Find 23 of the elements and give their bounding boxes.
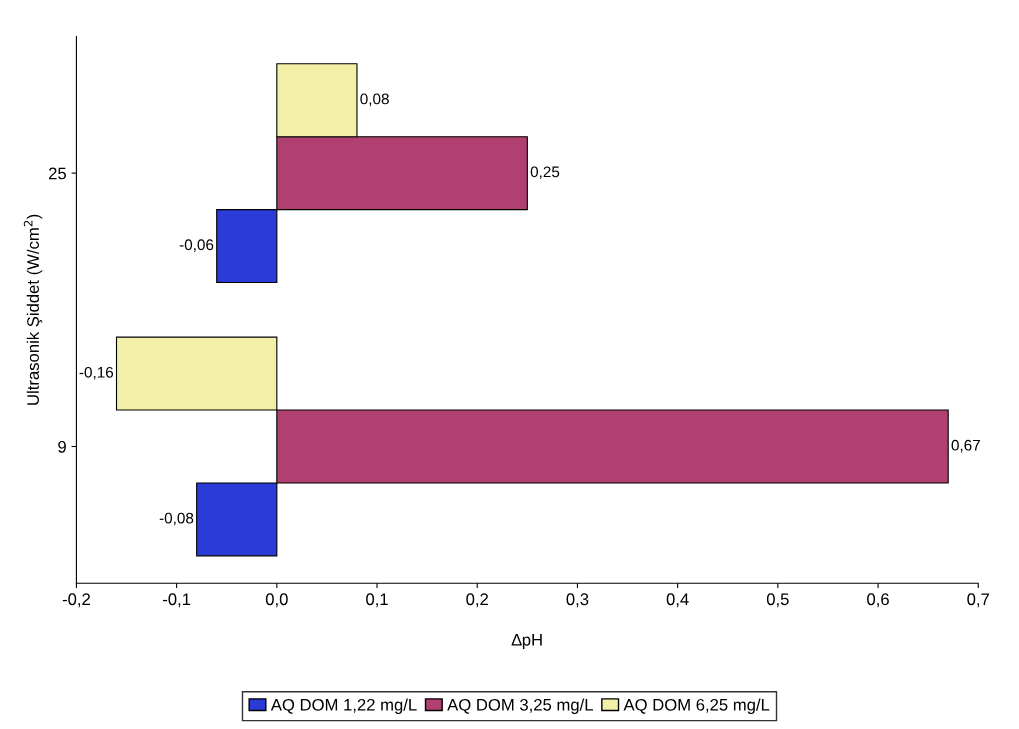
legend-label: AQ DOM 6,25 mg/L xyxy=(623,698,770,714)
x-tick-label: 0,4 xyxy=(666,593,689,608)
data-label: 0,25 xyxy=(530,166,560,180)
y-tick-label: 9 xyxy=(58,440,66,453)
y-axis-title: Ultrasonik Şiddet (W/cm$^{2}$) xyxy=(23,214,43,405)
data-label: -0,06 xyxy=(179,239,214,252)
x-axis-title: ∆pH xyxy=(511,634,542,649)
y-tick-label: 25 xyxy=(49,167,67,180)
x-tick-label: 0,5 xyxy=(766,593,789,608)
data-label: -0,16 xyxy=(79,366,114,380)
legend-label: AQ DOM 1,22 mg/L xyxy=(270,698,417,714)
data-label: 0,08 xyxy=(360,93,389,107)
legend-label: AQ DOM 3,25 mg/L xyxy=(447,698,593,714)
x-tick-label: -0,2 xyxy=(62,593,90,608)
x-tick-label: 0,7 xyxy=(967,593,989,608)
data-label: 0,67 xyxy=(951,439,980,453)
x-tick-label: 0,6 xyxy=(867,593,889,608)
x-tick-label: -0,1 xyxy=(163,593,191,608)
x-tick-label: 0,2 xyxy=(466,593,488,608)
x-tick-label: 0,1 xyxy=(366,593,388,608)
data-label: -0,08 xyxy=(159,512,194,526)
x-tick-label: 0,3 xyxy=(566,593,589,608)
x-tick-label: 0,0 xyxy=(265,593,288,608)
